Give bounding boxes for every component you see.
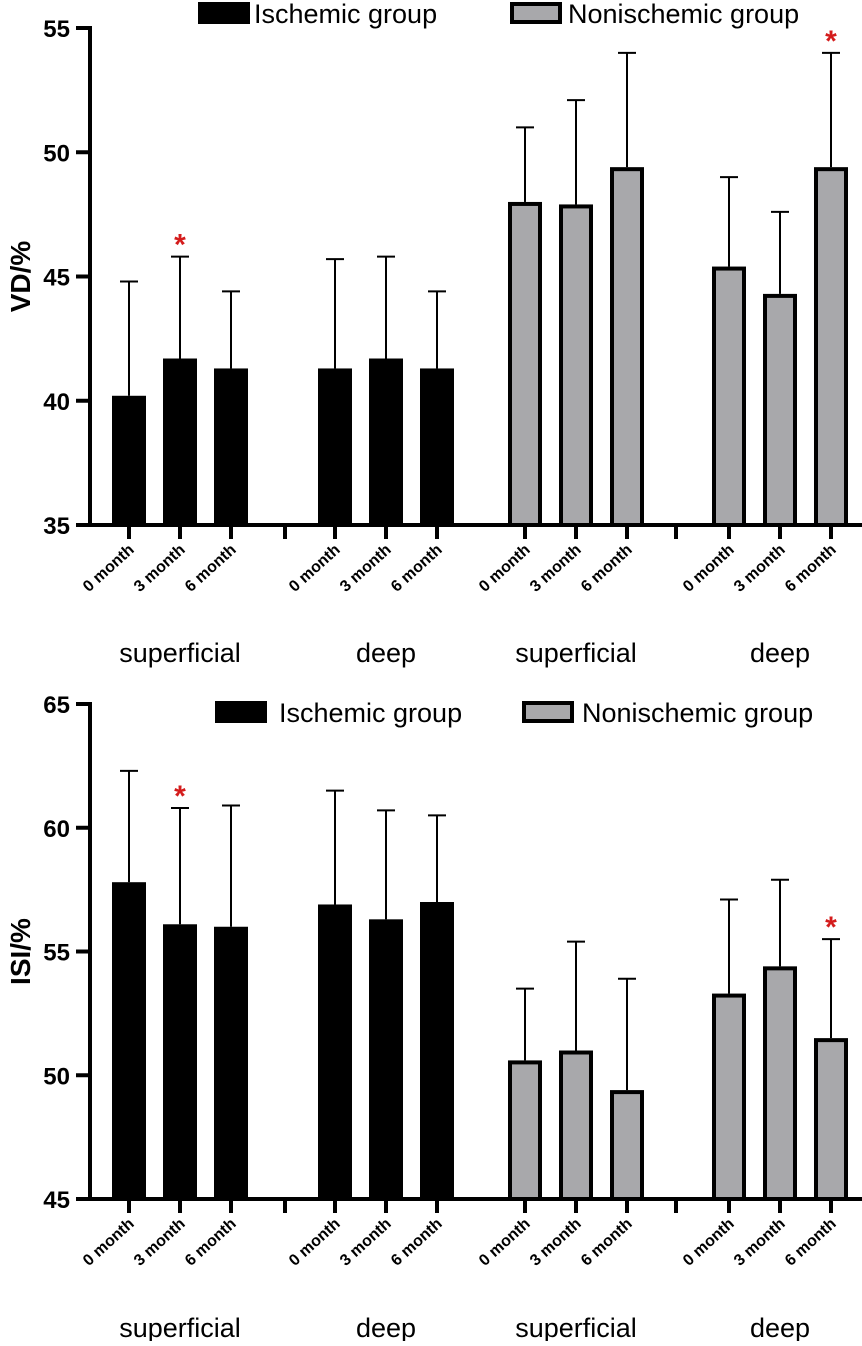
category-label: 3 month	[131, 1215, 189, 1269]
category-label: 6 month	[578, 1215, 636, 1269]
significance-marker: *	[174, 229, 186, 262]
category-label: 3 month	[731, 541, 789, 595]
legend-swatch-ischemic	[215, 701, 267, 723]
bar-nonischemic	[559, 1050, 593, 1201]
group-label: superficial	[515, 1313, 637, 1341]
y-axis-title: ISI/%	[5, 918, 36, 985]
category-label: 3 month	[731, 1215, 789, 1269]
category-label: 6 month	[782, 1215, 840, 1269]
bar-ischemic	[214, 926, 248, 1199]
legend-swatch-nonischemic	[522, 701, 574, 723]
category-label: 0 month	[680, 1215, 738, 1269]
bar-nonischemic	[814, 167, 848, 527]
category-label: 6 month	[182, 1215, 240, 1269]
bar-nonischemic	[610, 1090, 644, 1202]
vd-chart-panel: Ischemic group Nonischemic group VD/% 35 40 4…	[0, 0, 862, 669]
bar-ischemic	[214, 368, 248, 525]
bar-ischemic	[369, 358, 403, 525]
y-tick-label: 60	[43, 816, 70, 843]
y-tick-label: 35	[43, 513, 70, 540]
bar-ischemic	[318, 904, 352, 1199]
category-label: 3 month	[337, 1215, 395, 1269]
significance-marker: *	[174, 780, 186, 813]
group-label: deep	[750, 1313, 810, 1341]
y-tick-label: 45	[43, 1187, 70, 1214]
bar-ischemic	[112, 882, 146, 1199]
category-label: 6 month	[578, 541, 636, 595]
legend-label-nonischemic: Nonischemic group	[568, 0, 799, 29]
y-tick-label: 55	[43, 16, 70, 43]
significance-marker: *	[825, 911, 837, 944]
y-tick-label: 55	[43, 940, 70, 967]
category-label: 0 month	[80, 541, 138, 595]
category-label: 3 month	[337, 541, 395, 595]
bar-ischemic	[420, 368, 454, 525]
category-label: 6 month	[388, 1215, 446, 1269]
category-label: 0 month	[286, 1215, 344, 1269]
category-label: 0 month	[476, 1215, 534, 1269]
category-label: 0 month	[80, 1215, 138, 1269]
y-tick-label: 65	[43, 692, 70, 719]
group-label: superficial	[515, 638, 637, 668]
group-label: superficial	[119, 1313, 241, 1341]
vd-bar-chart: Ischemic group Nonischemic group VD/% 35 40 4…	[5, 0, 862, 668]
y-tick-label: 45	[43, 265, 70, 292]
category-label: 0 month	[680, 541, 738, 595]
group-label: superficial	[119, 638, 241, 668]
bar-nonischemic	[610, 167, 644, 527]
category-label: 6 month	[182, 541, 240, 595]
isi-chart-panel: Ischemic group Nonischemic group ISI/% 45 50…	[0, 672, 862, 1343]
bar-ischemic	[369, 919, 403, 1199]
y-tick-label: 50	[43, 1063, 70, 1090]
legend-label-nonischemic: Nonischemic group	[582, 698, 813, 728]
category-label: 6 month	[782, 541, 840, 595]
significance-marker: *	[825, 25, 837, 58]
bar-nonischemic	[508, 1060, 542, 1201]
bar-nonischemic	[763, 966, 797, 1201]
bar-nonischemic	[712, 266, 746, 527]
bar-nonischemic	[712, 993, 746, 1202]
category-label: 6 month	[388, 541, 446, 595]
category-label: 0 month	[476, 541, 534, 595]
bar-ischemic	[420, 902, 454, 1199]
bar-nonischemic	[508, 201, 542, 527]
bar-nonischemic	[763, 293, 797, 527]
legend-label-ischemic: Ischemic group	[254, 0, 437, 29]
category-label: 0 month	[286, 541, 344, 595]
category-label: 3 month	[527, 1215, 585, 1269]
category-label: 3 month	[527, 541, 585, 595]
group-label: deep	[356, 1313, 416, 1341]
bar-ischemic	[163, 924, 197, 1199]
legend-label-ischemic: Ischemic group	[279, 698, 462, 728]
isi-bar-chart: Ischemic group Nonischemic group ISI/% 45 50…	[5, 692, 862, 1343]
bar-nonischemic	[559, 204, 593, 527]
category-label: 3 month	[131, 541, 189, 595]
bar-ischemic	[318, 368, 352, 525]
legend-swatch-nonischemic	[510, 2, 562, 24]
y-tick-label: 50	[43, 140, 70, 167]
group-label: deep	[750, 638, 810, 668]
legend-swatch-ischemic	[198, 2, 250, 24]
bar-ischemic	[112, 395, 146, 525]
group-label: deep	[356, 638, 416, 668]
y-tick-label: 40	[43, 389, 70, 416]
bar-ischemic	[163, 358, 197, 525]
bar-nonischemic	[814, 1038, 848, 1201]
y-axis-title: VD/%	[5, 241, 36, 313]
